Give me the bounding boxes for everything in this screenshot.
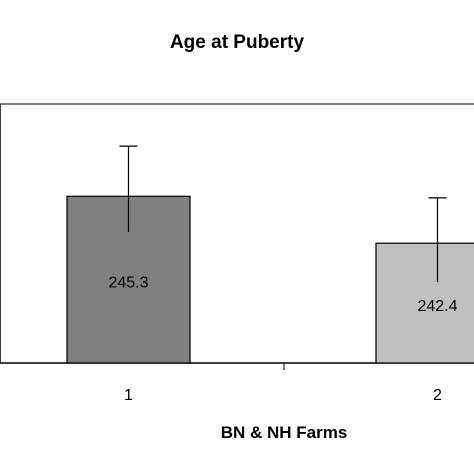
chart-title: Age at Puberty [170,32,305,53]
x-tick-label-2: 2 [433,387,442,404]
data-label-1: 245.3 [108,275,148,292]
x-tick-label-1: 1 [124,387,133,404]
x-axis-label: BN & NH Farms [221,423,348,442]
error-bars-layer [119,145,447,283]
labels-layer: 245.3 1 242.4 2 [108,275,457,404]
data-label-2: 242.4 [417,298,457,315]
